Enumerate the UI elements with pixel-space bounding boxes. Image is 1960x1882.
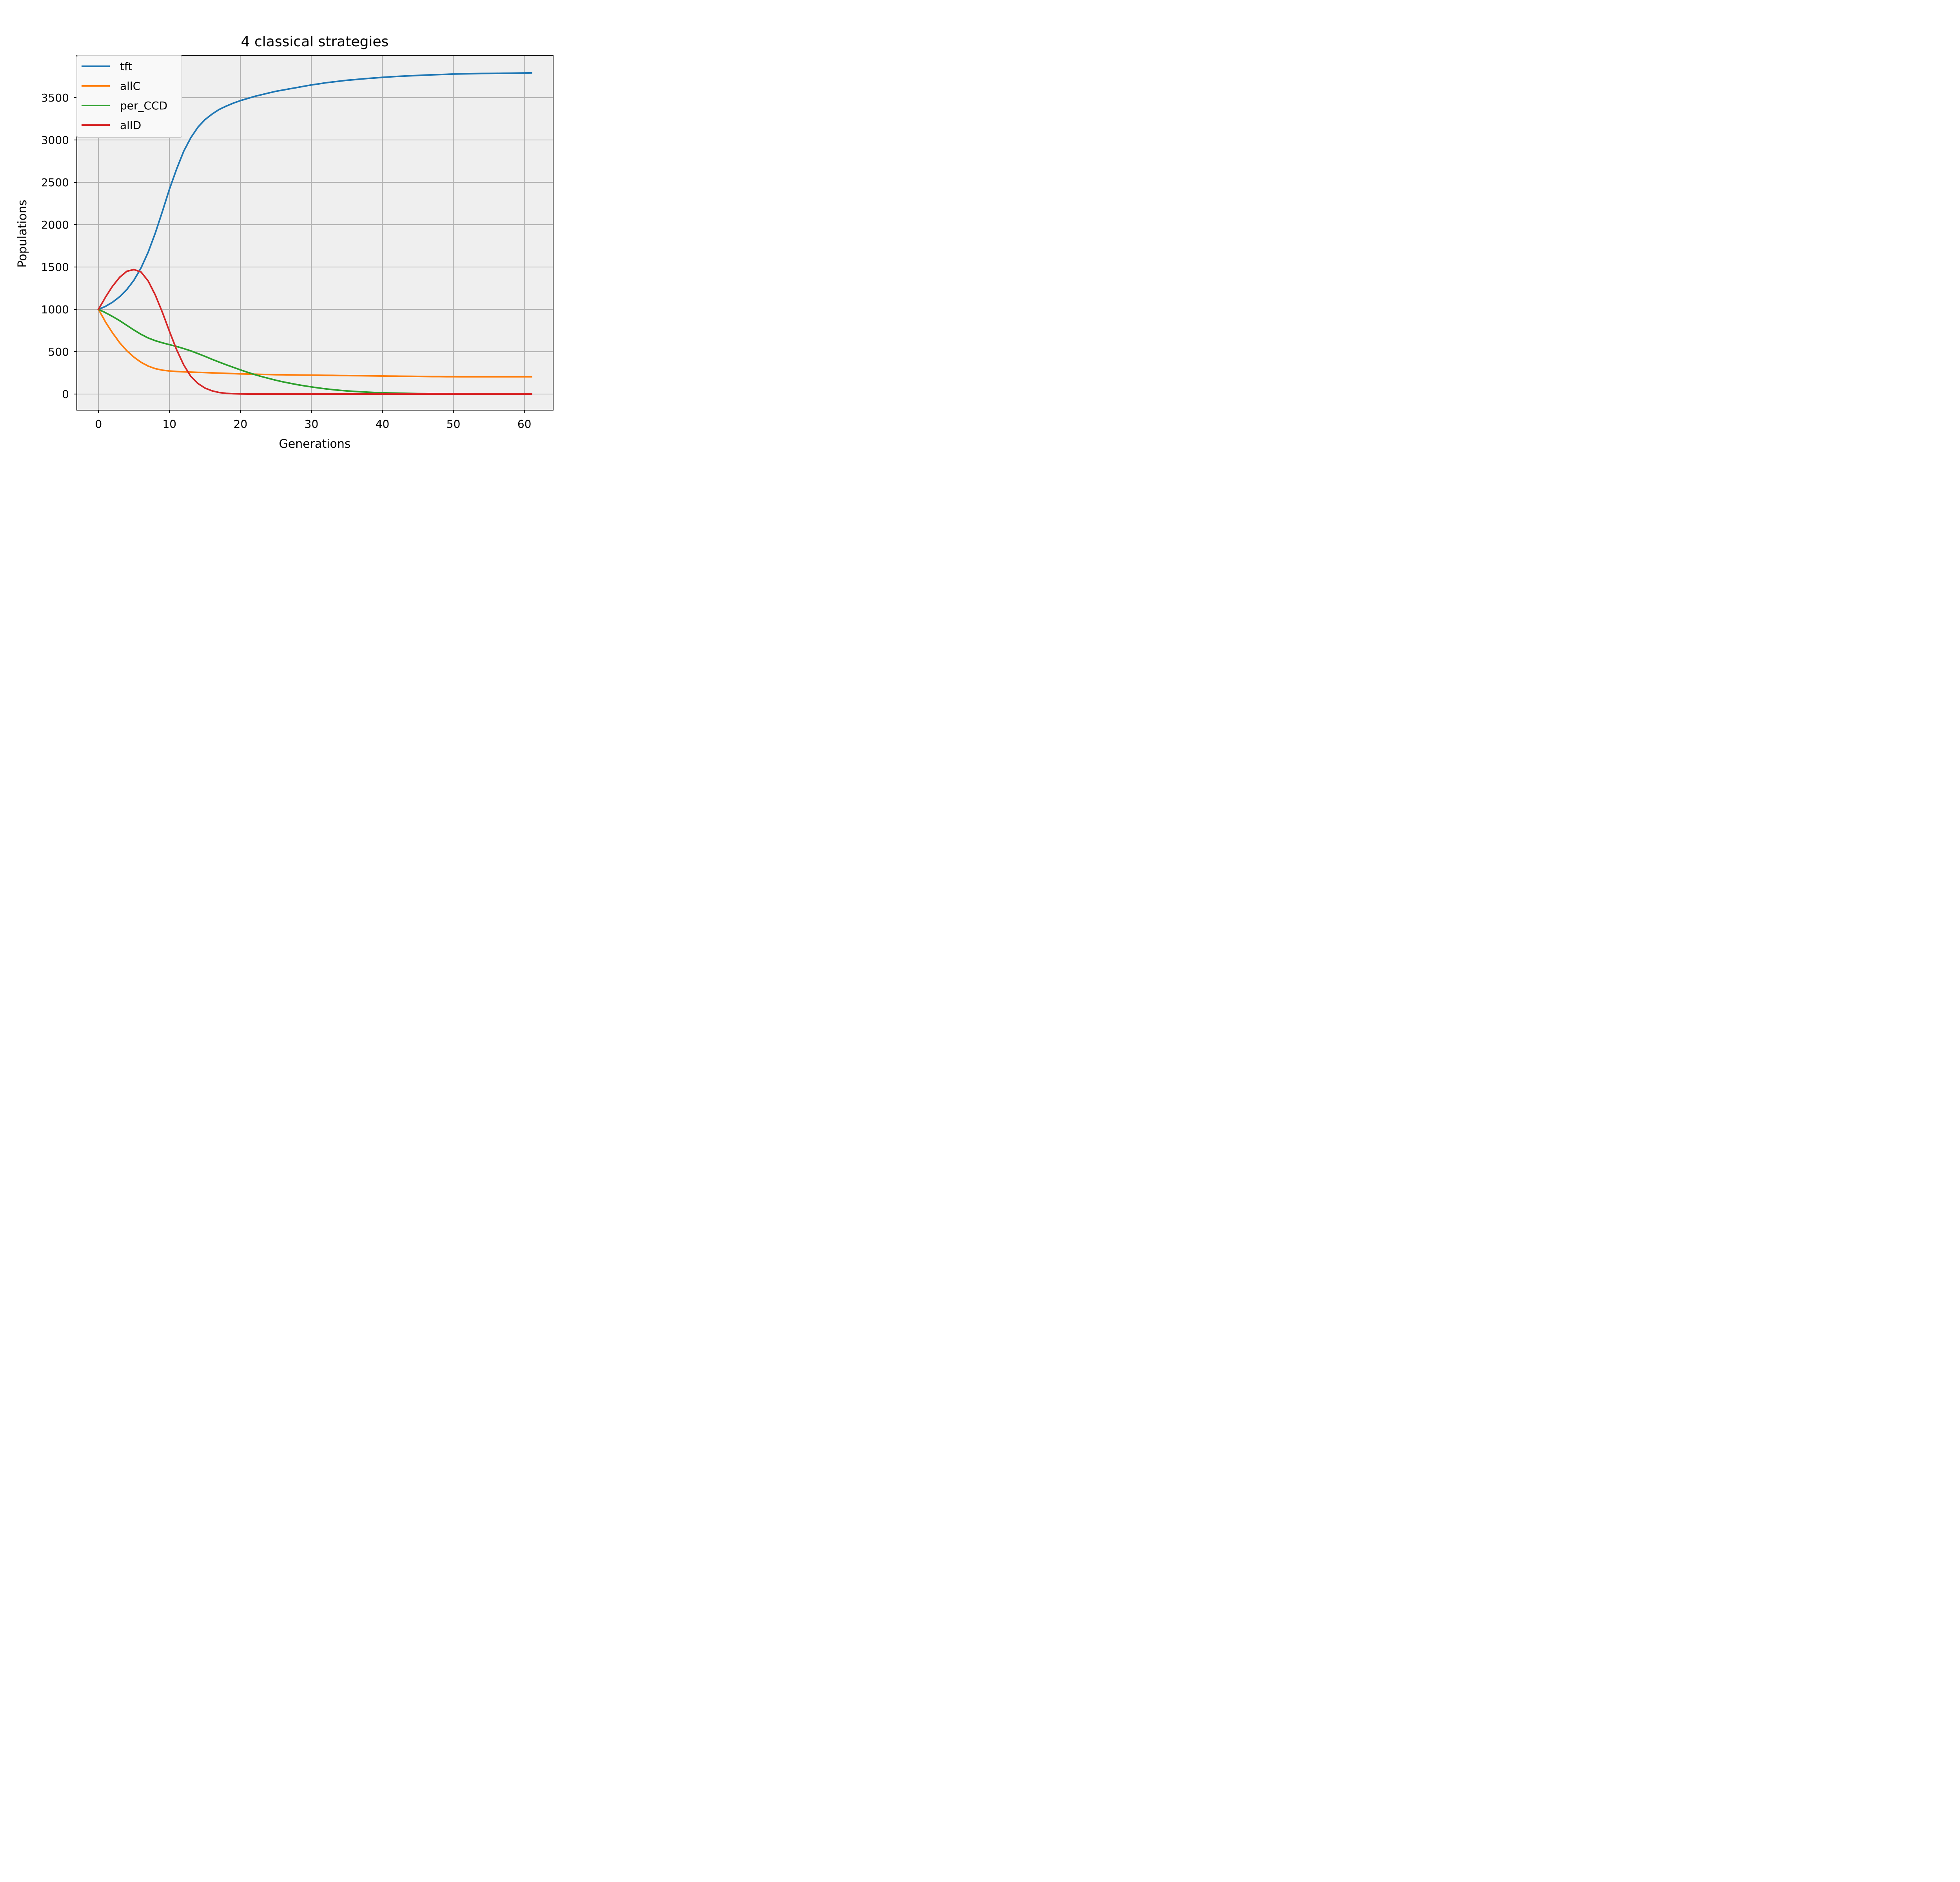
legend-box [76, 55, 182, 138]
y-tick-label: 1000 [41, 303, 69, 316]
series-line-tft [97, 72, 532, 311]
x-tick-label: 20 [234, 418, 248, 431]
legend-items: tft allC per_CCD allD [82, 60, 167, 132]
y-tick-label: 0 [62, 388, 69, 401]
x-axis-label: Generations [279, 437, 351, 451]
chart-title: 4 classical strategies [241, 34, 389, 50]
series-line-alld [97, 269, 532, 395]
legend-label: per_CCD [120, 99, 167, 112]
x-tick-label: 40 [376, 418, 390, 431]
legend-label: tft [120, 60, 132, 73]
x-tick-label: 60 [517, 418, 532, 431]
x-tick-label: 0 [95, 418, 102, 431]
y-tick-label: 3500 [41, 91, 69, 104]
legend-label: allC [120, 80, 140, 93]
y-axis-label: Populations [16, 200, 29, 267]
y-tick-label: 2500 [41, 176, 69, 189]
chart-figure: 0 10 20 30 40 50 60 0 500 1000 1500 2000 2500 3000 350… [16, 34, 554, 451]
y-tick-label: 3000 [41, 134, 69, 147]
axis-ticks: 0 10 20 30 40 50 60 0 500 1000 1500 2000 2500 3000 350… [41, 91, 532, 431]
legend: tft allC per_CCD allD [76, 55, 182, 138]
y-tick-label: 1500 [41, 261, 69, 274]
grid-lines [77, 55, 553, 410]
x-tick-label: 10 [162, 418, 176, 431]
legend-label: allD [120, 119, 141, 132]
series-line-allc [97, 308, 532, 378]
y-tick-label: 2000 [41, 218, 69, 231]
x-tick-label: 50 [446, 418, 461, 431]
axes-frame [76, 55, 554, 411]
y-tick-label: 500 [48, 345, 69, 358]
series-lines [97, 72, 532, 395]
x-tick-label: 30 [305, 418, 319, 431]
